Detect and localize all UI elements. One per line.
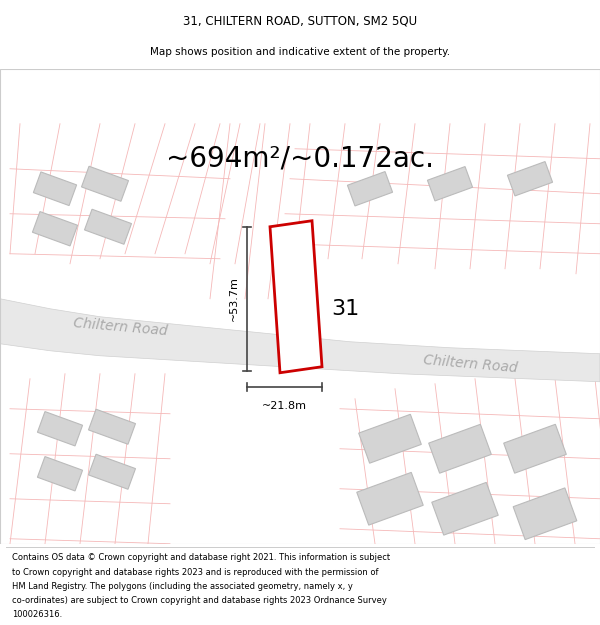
- Polygon shape: [85, 209, 131, 244]
- Polygon shape: [37, 457, 83, 491]
- Text: 31: 31: [331, 299, 359, 319]
- Polygon shape: [0, 299, 600, 382]
- Polygon shape: [359, 414, 421, 463]
- Polygon shape: [503, 424, 566, 473]
- Polygon shape: [89, 409, 136, 444]
- Polygon shape: [32, 212, 77, 246]
- Text: 31, CHILTERN ROAD, SUTTON, SM2 5QU: 31, CHILTERN ROAD, SUTTON, SM2 5QU: [183, 14, 417, 27]
- Polygon shape: [357, 472, 423, 525]
- Polygon shape: [34, 172, 77, 206]
- Text: HM Land Registry. The polygons (including the associated geometry, namely x, y: HM Land Registry. The polygons (includin…: [12, 582, 353, 591]
- Polygon shape: [270, 221, 322, 372]
- Text: ~21.8m: ~21.8m: [262, 401, 307, 411]
- Polygon shape: [89, 454, 136, 489]
- Text: Contains OS data © Crown copyright and database right 2021. This information is : Contains OS data © Crown copyright and d…: [12, 554, 390, 562]
- Polygon shape: [513, 488, 577, 539]
- Polygon shape: [432, 482, 498, 535]
- Polygon shape: [508, 162, 553, 196]
- Text: co-ordinates) are subject to Crown copyright and database rights 2023 Ordnance S: co-ordinates) are subject to Crown copyr…: [12, 596, 387, 605]
- Polygon shape: [37, 412, 83, 446]
- Text: Chiltern Road: Chiltern Road: [422, 352, 518, 375]
- Text: ~53.7m: ~53.7m: [229, 276, 239, 321]
- Text: 100026316.: 100026316.: [12, 611, 62, 619]
- Text: to Crown copyright and database rights 2023 and is reproduced with the permissio: to Crown copyright and database rights 2…: [12, 568, 379, 577]
- Polygon shape: [427, 167, 473, 201]
- Text: Map shows position and indicative extent of the property.: Map shows position and indicative extent…: [150, 47, 450, 56]
- Text: ~694m²/~0.172ac.: ~694m²/~0.172ac.: [166, 145, 434, 172]
- Polygon shape: [428, 424, 491, 473]
- Text: Chiltern Road: Chiltern Road: [73, 316, 167, 338]
- Polygon shape: [347, 172, 392, 206]
- Polygon shape: [82, 166, 128, 201]
